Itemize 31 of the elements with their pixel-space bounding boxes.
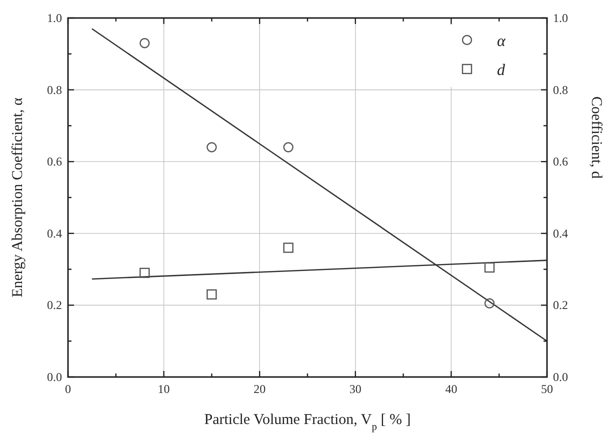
y2-tick-label: 0.2: [553, 298, 568, 312]
x-axis-title: Particle Volume Fraction, V$_{p}$ [ % ]: [204, 412, 411, 432]
y-axis-title: Energy Absorption Coefficient, α: [10, 97, 26, 298]
x-tick-label: 40: [445, 382, 458, 396]
point: [206, 289, 217, 300]
point: [140, 268, 150, 278]
text: 1.0: [47, 11, 62, 25]
point: [140, 38, 150, 48]
legend-label: α: [497, 33, 506, 50]
y2-tick-label: 0.8: [553, 82, 568, 97]
y2-tick-label: 0.4: [553, 226, 568, 240]
point: [484, 298, 495, 309]
x-tick-label: 0: [65, 382, 71, 396]
y2-axis-title: Coefficient, d: [588, 96, 604, 180]
text: 1.0: [553, 11, 568, 25]
y-tick-label: 0.8: [47, 82, 62, 97]
point: [283, 142, 294, 152]
y-tick-label: 0.2: [47, 298, 62, 312]
point: [484, 262, 495, 273]
y2-tick-label: 0.6: [553, 154, 568, 169]
x-tick-label: 50: [541, 382, 553, 396]
y-tick-label: 0.6: [47, 154, 62, 169]
legend-label: d: [497, 62, 506, 79]
text: 0.0: [47, 370, 62, 384]
x-tick-label: 10: [158, 382, 170, 396]
x-tick-label: 30: [349, 382, 362, 396]
point: [283, 242, 294, 253]
point: [206, 142, 217, 152]
text: 0.0: [553, 370, 568, 384]
y-tick-label: 0.4: [47, 226, 62, 240]
x-tick-label: 20: [254, 382, 266, 396]
